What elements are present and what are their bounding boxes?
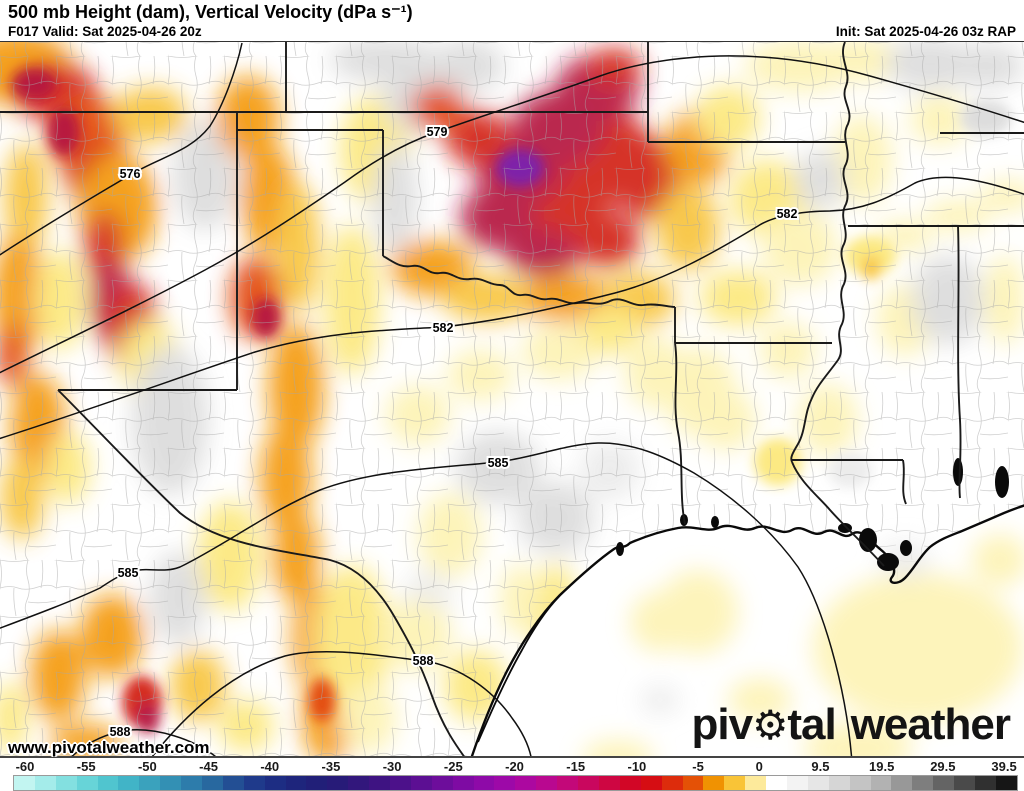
contour-label: 582	[433, 321, 454, 335]
map-title: 500 mb Height (dam), Vertical Velocity (…	[8, 2, 413, 22]
pivotal-weather-logo: piv⚙tal weather	[691, 700, 1011, 750]
header-bar: 500 mb Height (dam), Vertical Velocity (…	[0, 0, 1024, 42]
gulf-shading-layer	[582, 534, 1024, 757]
colorbar-tick: -55	[76, 759, 96, 774]
website-watermark: www.pivotalweather.com	[8, 738, 210, 757]
logo-text-mid: tal	[787, 700, 836, 749]
contour-label: 585	[488, 456, 509, 470]
colorbar-tick: -35	[321, 759, 341, 774]
logo-text-pre: piv	[691, 700, 754, 749]
contour-label: 588	[110, 725, 131, 739]
colorbar-tick-labels: -60 -55 -50 -45 -40 -35 -30 -25 -20 -15 -10 -5 0 9.5 1…	[0, 759, 1024, 774]
contour-label: 582	[777, 207, 798, 221]
contour-label: 576	[120, 167, 141, 181]
valid-time-label: F017 Valid: Sat 2025-04-26 20z	[8, 24, 202, 39]
state-borders-layer	[0, 42, 1024, 757]
init-time-label: Init: Sat 2025-04-26 03z RAP	[835, 24, 1016, 39]
colorbar-tick: 29.5	[930, 759, 956, 774]
colorbar-tick: -45	[199, 759, 218, 774]
colorbar-tick: 39.5	[991, 759, 1017, 774]
height-contour-labels: 576 579 582 582 585 585 588 588	[108, 123, 800, 741]
coastline-water-layer	[470, 458, 1024, 757]
colorbar-tick: 19.5	[869, 759, 895, 774]
gear-icon: ⚙	[752, 702, 788, 748]
colorbar-tick: -30	[382, 759, 402, 774]
colorbar-tick: 9.5	[811, 759, 830, 774]
contour-label: 579	[427, 125, 448, 139]
colorbar-gradient	[13, 775, 1018, 791]
colorbar-tick: -10	[627, 759, 647, 774]
colorbar-tick: -50	[137, 759, 157, 774]
colorbar: -60 -55 -50 -45 -40 -35 -30 -25 -20 -15 -10 -5 0 9.5 1…	[0, 757, 1024, 791]
colorbar-tick: -5	[692, 759, 704, 774]
header-divider	[0, 41, 1024, 42]
colorbar-tick: -15	[566, 759, 586, 774]
logo-text-post: weather	[850, 700, 1011, 749]
contour-label: 585	[118, 566, 139, 580]
contour-label: 588	[413, 654, 434, 668]
height-contours-layer	[0, 42, 1024, 757]
colorbar-tick: 0	[755, 759, 763, 774]
colorbar-tick: -40	[260, 759, 280, 774]
colorbar-tick: -25	[443, 759, 463, 774]
colorbar-tick: -60	[15, 759, 35, 774]
colorbar-tick: -20	[505, 759, 524, 774]
